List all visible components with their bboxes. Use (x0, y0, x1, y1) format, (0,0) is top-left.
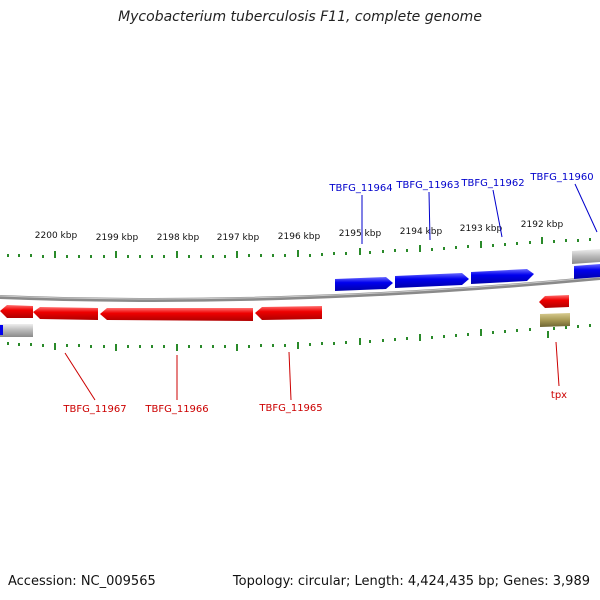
misc-feature-right[interactable] (572, 249, 600, 264)
forward-gene-labels: TBFG_11964 TBFG_11963 TBFG_11962 TBFG_11… (328, 172, 593, 194)
forward-callouts (361, 183, 598, 244)
misc-feature-left-blue (0, 325, 3, 335)
scale-label-2197: 2197 kbp (217, 233, 260, 243)
misc-feature-left[interactable] (0, 324, 33, 337)
label-tbfg-11964[interactable]: TBFG_11964 (328, 183, 392, 194)
label-tpx[interactable]: tpx (551, 390, 567, 401)
map-title: Mycobacterium tuberculosis F11, complete… (118, 9, 482, 25)
label-tbfg-11962[interactable]: TBFG_11962 (460, 178, 524, 189)
gene-tbfg-11962[interactable] (471, 269, 534, 284)
topology-text: Topology: circular; Length: 4,424,435 bp… (232, 574, 590, 589)
scale-label-2192: 2192 kbp (521, 220, 564, 230)
label-tbfg-11963[interactable]: TBFG_11963 (395, 180, 459, 191)
label-tbfg-11967[interactable]: TBFG_11967 (62, 404, 126, 415)
label-tbfg-11960[interactable]: TBFG_11960 (529, 172, 593, 183)
scale-label-2200: 2200 kbp (35, 231, 78, 241)
reverse-genes (0, 295, 570, 327)
gene-left-partial[interactable] (0, 305, 33, 318)
reverse-callouts (64, 341, 560, 401)
gene-tbfg-11963[interactable] (395, 273, 469, 288)
misc-feature-olive[interactable] (540, 313, 570, 327)
scale-label-2195: 2195 kbp (339, 229, 382, 239)
scale-label-2196: 2196 kbp (278, 232, 321, 242)
upper-tick-row (7, 237, 591, 258)
gene-tbfg-11965[interactable] (255, 306, 322, 320)
gene-tbfg-11960[interactable] (574, 264, 600, 279)
accession-text: Accession: NC_009565 (8, 574, 156, 589)
gene-tbfg-11966[interactable] (100, 308, 253, 321)
forward-genes (0, 249, 600, 337)
scale-label-2194: 2194 kbp (400, 227, 443, 237)
genome-backbone (0, 276, 600, 302)
gene-tbfg-11967[interactable] (33, 307, 98, 320)
lower-tick-row (7, 324, 591, 351)
scale-labels: 2200 kbp 2199 kbp 2198 kbp 2197 kbp 2196… (35, 220, 564, 243)
reverse-gene-labels: TBFG_11967 TBFG_11966 TBFG_11965 tpx (62, 390, 567, 415)
gene-tbfg-11964[interactable] (335, 277, 393, 291)
scale-label-2199: 2199 kbp (96, 233, 139, 243)
scale-label-2198: 2198 kbp (157, 233, 200, 243)
scale-label-2193: 2193 kbp (460, 224, 503, 234)
label-tbfg-11965[interactable]: TBFG_11965 (258, 403, 322, 414)
gene-tpx[interactable] (539, 295, 569, 308)
label-tbfg-11966[interactable]: TBFG_11966 (144, 404, 208, 415)
